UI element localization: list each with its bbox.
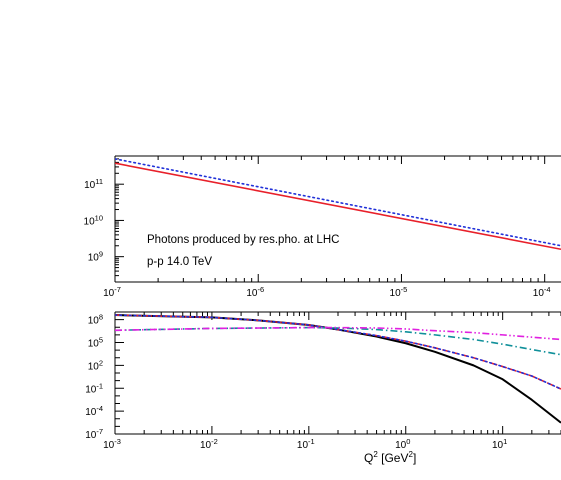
x-axis-title-unit-exp: 2 [408, 450, 413, 459]
y-ticks [115, 311, 124, 435]
y-tick-label-exp: 8 [99, 313, 103, 322]
x-tick-label-base: 10 [297, 440, 309, 451]
x-tick-label: 10-7 [103, 285, 121, 299]
x-ticks [114, 312, 561, 434]
y-tick-label-exp: 9 [99, 250, 103, 259]
series-line-1 [115, 158, 561, 247]
x-tick-label: 10-1 [297, 437, 315, 451]
x-axis-title: Q2 [GeV2] [364, 450, 416, 465]
x-tick-label-base: 10 [103, 288, 115, 299]
x-tick-label-exp: -4 [544, 285, 551, 294]
panel-bottom: 10-3 10-2 10-1 100 10110-710-410-1102105108Q… [85, 311, 561, 465]
series-line-0 [115, 314, 561, 424]
frame [114, 155, 561, 283]
y-tick-label: 109 [88, 250, 103, 264]
x-axis-title-exp: 2 [373, 450, 378, 459]
y-tick-label-base: 10 [88, 339, 100, 350]
y-tick-label-base: 10 [88, 316, 100, 327]
y-tick-label-base: 10 [85, 430, 97, 441]
y-tick-label-base: 10 [84, 180, 96, 191]
x-tick-label-exp: -3 [114, 437, 121, 446]
y-tick-label-exp: 11 [95, 177, 103, 186]
series-group [115, 314, 561, 424]
x-tick-label-exp: -2 [211, 437, 218, 446]
x-tick-label-exp: 1 [503, 437, 507, 446]
y-tick-label-base: 10 [85, 384, 97, 395]
y-tick-label: 108 [88, 313, 103, 327]
x-axis-title-close: ] [413, 451, 416, 465]
x-tick-label: 10-3 [103, 437, 121, 451]
y-tick-label: 1011 [84, 177, 103, 191]
y-tick-label-exp: 10 [95, 213, 103, 222]
y-tick-label: 10-1 [85, 381, 103, 395]
x-tick-label-base: 10 [395, 440, 407, 451]
y-ticks [115, 155, 124, 283]
x-tick-label: 10-4 [533, 285, 551, 299]
series-line-4 [115, 326, 561, 341]
series-line-2 [115, 314, 561, 390]
y-tick-label: 105 [88, 336, 103, 350]
x-tick-label-exp: -6 [257, 285, 264, 294]
x-tick-label: 10-2 [200, 437, 218, 451]
y-tick-label-base: 10 [85, 407, 97, 418]
y-tick-label-base: 10 [84, 216, 96, 227]
y-tick-label-exp: -7 [96, 427, 103, 436]
x-tick-label-base: 10 [103, 440, 115, 451]
x-tick-label-exp: -7 [114, 285, 121, 294]
y-tick-label: 1010 [84, 213, 103, 227]
x-axis-title-base: Q [364, 451, 373, 465]
y-tick-label-exp: 5 [99, 336, 103, 345]
y-tick-label: 102 [88, 358, 103, 372]
y-tick-label-exp: 2 [99, 358, 103, 367]
x-tick-label: 100 [395, 437, 410, 451]
y-tick-label-exp: -1 [96, 381, 103, 390]
annotation-title: Photons produced by res.pho. at LHC [147, 234, 339, 246]
x-tick-label: 10-6 [246, 285, 264, 299]
x-tick-label-exp: -1 [308, 437, 315, 446]
y-tick-label-base: 10 [88, 253, 100, 264]
series-line-0 [115, 162, 561, 251]
series-group [115, 158, 561, 251]
x-tick-label-base: 10 [200, 440, 212, 451]
series-line-1 [115, 314, 561, 390]
y-tick-label: 10-7 [85, 427, 103, 441]
x-tick-label-base: 10 [492, 440, 504, 451]
x-tick-label-base: 10 [246, 288, 258, 299]
x-tick-label-exp: 0 [406, 437, 410, 446]
x-tick-label-base: 10 [533, 288, 545, 299]
y-tick-label: 10-4 [85, 404, 103, 418]
x-axis-title-unit: [GeV [378, 451, 409, 465]
x-tick-label-base: 10 [390, 288, 402, 299]
x-ticks [114, 156, 546, 282]
y-tick-label-base: 10 [88, 361, 100, 372]
series-line-3 [115, 326, 561, 356]
x-tick-label-exp: -5 [401, 285, 408, 294]
x-tick-label: 101 [492, 437, 507, 451]
annotation-energy: p-p 14.0 TeV [147, 256, 212, 268]
x-tick-label: 10-5 [390, 285, 408, 299]
y-tick-label-exp: -4 [96, 404, 103, 413]
